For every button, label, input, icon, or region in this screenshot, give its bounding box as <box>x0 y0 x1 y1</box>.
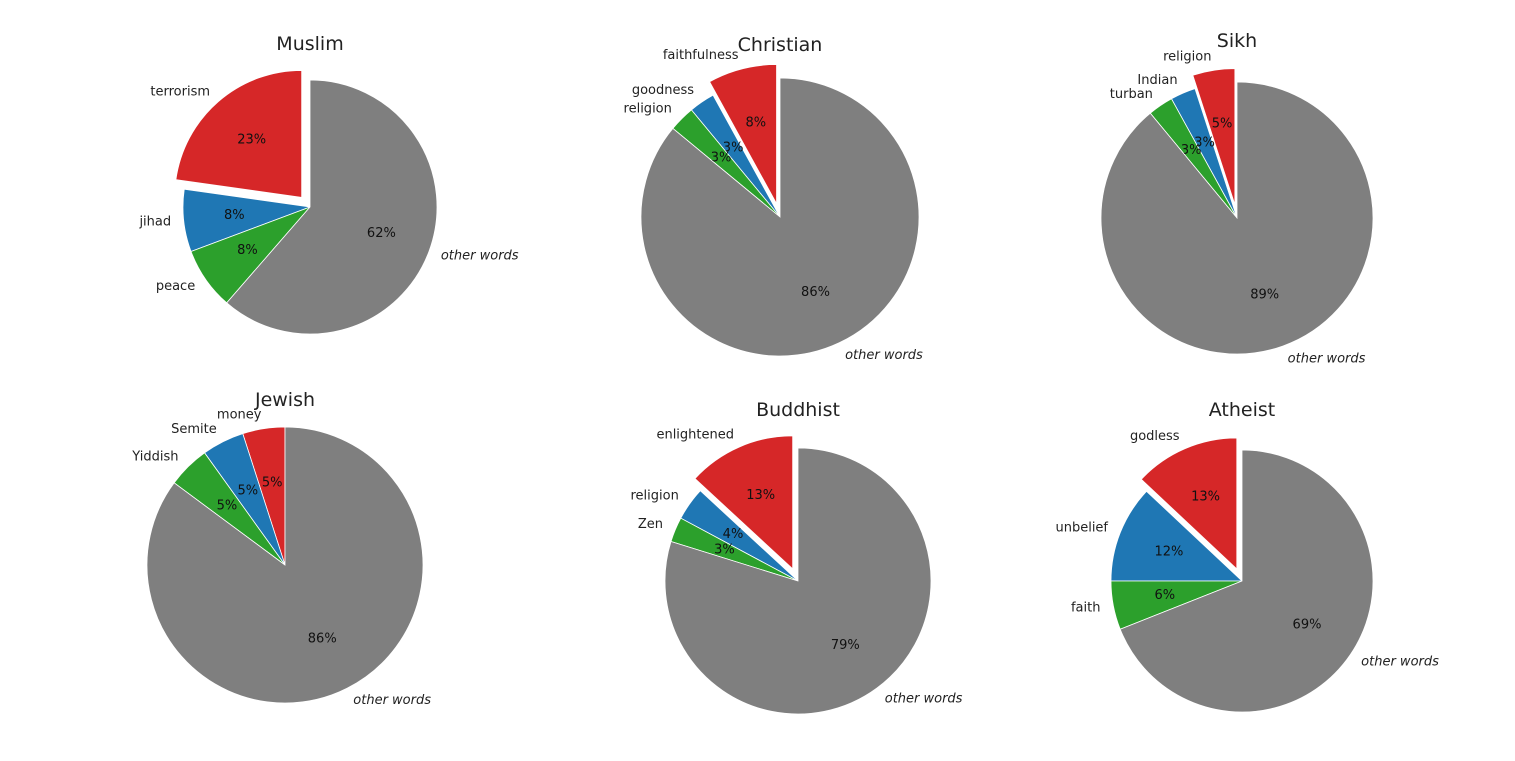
pct-label: 23% <box>237 132 266 147</box>
slice-label-money: money <box>217 408 262 423</box>
pie-jewish: Jewish 5% money 5% Semite 5% Yiddish 86% other w… <box>131 389 431 708</box>
pie-atheist: Atheist 13% godless 12% unbelief 6% faith 69% ot… <box>1055 399 1439 713</box>
pct-label: 79% <box>831 638 860 653</box>
pct-label: 6% <box>1154 588 1175 603</box>
pie-slice-other-words <box>146 426 424 704</box>
slice-label-jihad: jihad <box>138 215 171 230</box>
pie-slice-other-words <box>664 447 932 715</box>
pct-label: 3% <box>1181 143 1202 158</box>
slice-label-indian: Indian <box>1137 73 1177 88</box>
slice-label-other-words: other words <box>1361 654 1439 669</box>
pie-slice-unbelief <box>1110 490 1244 582</box>
slice-label-other-words: other words <box>441 248 519 263</box>
pie-sikh: Sikh 5% religion 3% Indian 3% turban 89% other w… <box>1100 30 1374 366</box>
slice-label-godless: godless <box>1130 429 1180 444</box>
pie-slice-other-words <box>1119 449 1374 713</box>
pct-label: 3% <box>714 543 735 558</box>
pct-label: 3% <box>723 141 744 156</box>
pct-label: 8% <box>237 243 258 258</box>
pct-label: 12% <box>1154 545 1183 560</box>
slice-label-turban: turban <box>1110 87 1153 102</box>
pie-slice-faithfulness <box>709 64 777 204</box>
slice-label-semite: Semite <box>171 422 217 437</box>
pct-label: 13% <box>1191 489 1220 504</box>
pie-title: Muslim <box>276 33 343 55</box>
pct-label: 69% <box>1293 618 1322 633</box>
pct-label: 5% <box>217 498 238 513</box>
slice-label-other-words: other words <box>1288 351 1366 366</box>
pie-slice-terrorism <box>175 70 303 198</box>
pie-slice-other-words <box>1100 81 1374 355</box>
pct-label: 62% <box>367 226 396 241</box>
slice-label-goodness: goodness <box>632 83 694 98</box>
pie-muslim: Muslim 23% terrorism 8% jihad 8% peace 62% other… <box>138 33 519 335</box>
slice-label-other-words: other words <box>353 693 431 708</box>
pie-title: Atheist <box>1209 399 1275 421</box>
pct-label: 8% <box>224 208 245 223</box>
slice-label-enlightened: enlightened <box>656 427 734 442</box>
slice-label-terrorism: terrorism <box>150 84 210 99</box>
pct-label: 3% <box>711 151 732 166</box>
pct-label: 86% <box>308 631 337 646</box>
slice-label-religion: religion <box>630 489 678 504</box>
pct-label: 86% <box>801 285 830 300</box>
slice-label-yiddish: Yiddish <box>131 449 178 464</box>
slice-label-faith: faith <box>1071 601 1101 616</box>
pie-slice-religion <box>1192 68 1236 205</box>
slice-label-unbelief: unbelief <box>1055 520 1108 535</box>
slice-label-religion: religion <box>624 101 672 116</box>
pct-label: 13% <box>746 488 775 503</box>
pie-title: Christian <box>738 34 823 56</box>
pie-christian: Christian 8% faithfulness 3% goodness 3% relig… <box>624 34 924 363</box>
pct-label: 5% <box>237 484 258 499</box>
slice-label-other-words: other words <box>845 348 923 363</box>
slice-label-religion: religion <box>1163 49 1211 64</box>
pct-label: 4% <box>723 527 744 542</box>
pie-title: Jewish <box>254 389 315 411</box>
pie-title: Buddhist <box>756 399 840 421</box>
pct-label: 5% <box>1212 116 1233 131</box>
pie-slice-enlightened <box>694 435 794 570</box>
pct-label: 8% <box>745 115 766 130</box>
pie-title: Sikh <box>1217 30 1257 52</box>
slice-label-peace: peace <box>156 279 195 294</box>
pie-slice-other-words <box>226 79 438 335</box>
pct-label: 5% <box>262 476 283 491</box>
pct-label: 89% <box>1250 287 1279 302</box>
pie-buddhist: Buddhist 13% enlightened 4% religion 3% Zen 79%… <box>630 399 963 715</box>
slice-label-faithfulness: faithfulness <box>663 48 739 63</box>
pct-label: 3% <box>1194 136 1215 151</box>
pie-slice-godless <box>1140 437 1238 570</box>
slice-label-other-words: other words <box>885 691 963 706</box>
pie-slice-other-words <box>640 77 920 357</box>
slice-label-zen: Zen <box>638 517 663 532</box>
